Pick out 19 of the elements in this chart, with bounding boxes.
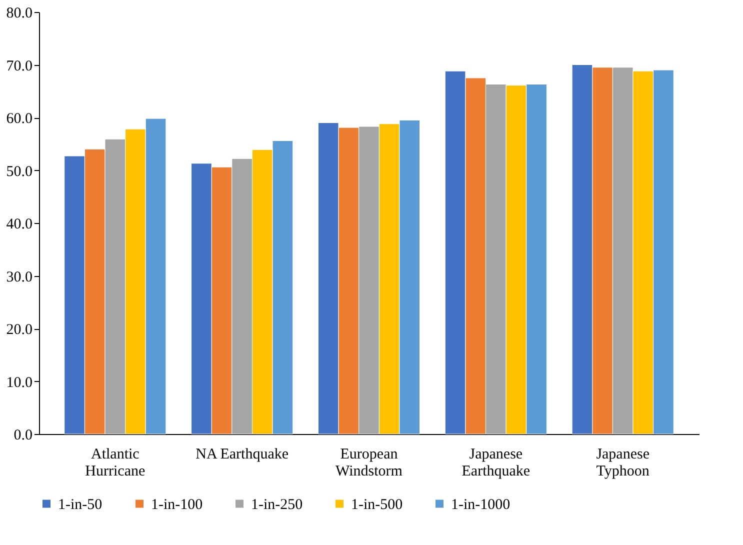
y-tick-label: 0.0	[14, 428, 32, 444]
x-tick-label: NA Earthquake	[196, 446, 289, 462]
legend-label: 1-in-500	[351, 496, 403, 513]
y-tick-label: 20.0	[6, 322, 32, 338]
y-tick-label: 10.0	[6, 374, 32, 391]
x-tick-label: European Windstorm	[336, 446, 403, 480]
y-tick-label: 50.0	[6, 164, 32, 180]
x-tick-label: Japanese Earthquake	[462, 446, 530, 480]
legend-label: 1-in-1000	[451, 496, 510, 513]
x-tick-label: Japanese Typhoon	[596, 446, 650, 480]
y-tick-label: 40.0	[6, 216, 32, 232]
legend-label: 1-in-50	[58, 496, 102, 513]
x-tick-label: Atlantic Hurricane	[85, 446, 146, 480]
y-tick-label: 60.0	[6, 111, 32, 127]
legend-label: 1-in-100	[151, 496, 203, 513]
y-tick-label: 80.0	[6, 6, 32, 22]
y-tick-label: 30.0	[6, 269, 32, 286]
legend-label: 1-in-250	[251, 496, 303, 513]
y-tick-label: 70.0	[6, 58, 32, 74]
